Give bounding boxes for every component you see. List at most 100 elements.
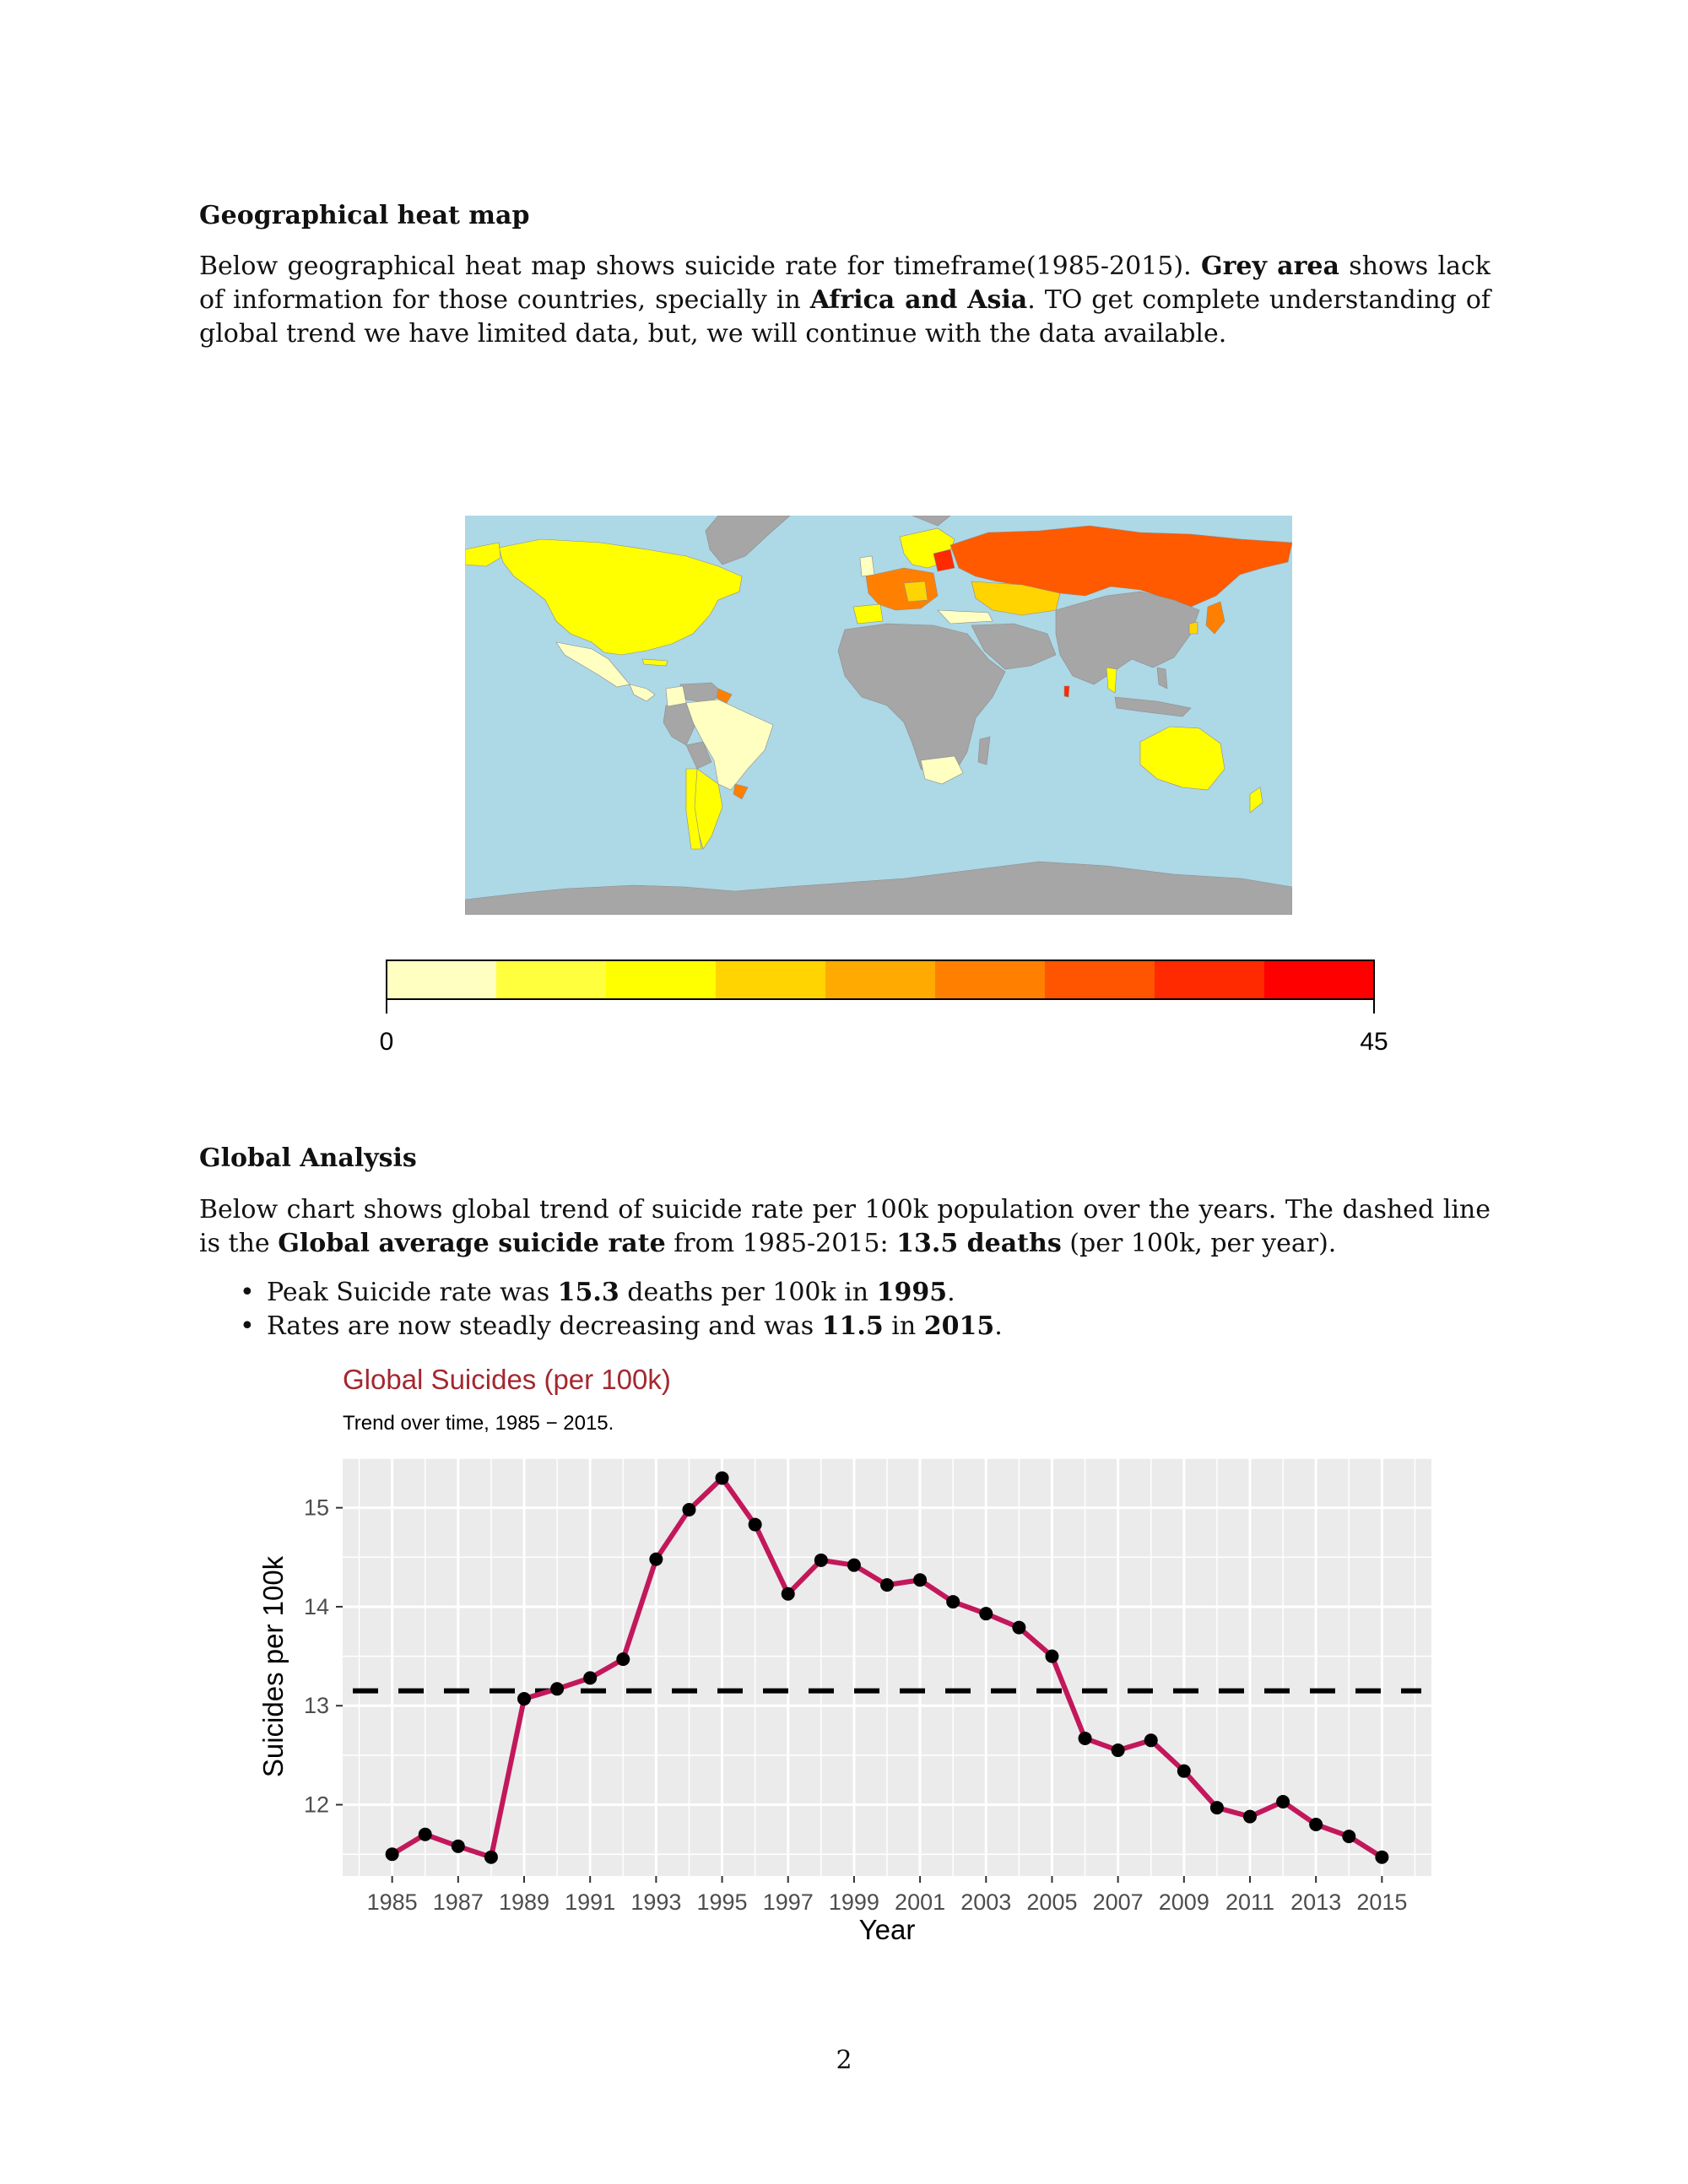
- map-color-legend: 0 45: [371, 950, 1401, 1077]
- data-point: [1276, 1795, 1290, 1809]
- x-tick-label: 1995: [697, 1889, 748, 1915]
- data-point: [451, 1839, 465, 1853]
- data-point: [979, 1607, 993, 1621]
- baltic-region: [933, 549, 955, 572]
- data-point: [814, 1553, 828, 1567]
- bold-text: 11.5: [821, 1311, 884, 1341]
- data-point: [484, 1850, 498, 1864]
- data-point: [1375, 1850, 1389, 1864]
- southern-europe-region: [852, 603, 884, 624]
- heatmap-description: Below geographical heat map shows suicid…: [199, 250, 1491, 351]
- data-point: [1045, 1649, 1059, 1663]
- chart-subtitle: Trend over time, 1985 − 2015.: [343, 1412, 614, 1435]
- legend-svg: 0 45: [380, 960, 1388, 1056]
- x-tick-label: 2007: [1093, 1889, 1144, 1915]
- page-number: 2: [836, 2046, 852, 2075]
- bold-text: Africa and Asia: [809, 285, 1028, 315]
- data-point: [1342, 1830, 1356, 1844]
- data-point: [583, 1671, 598, 1685]
- x-tick-label: 2011: [1225, 1889, 1274, 1915]
- colombia-region: [665, 685, 687, 707]
- x-tick-label: 2001: [895, 1889, 945, 1915]
- middle-east-region: [971, 623, 1057, 670]
- legend-bin: [496, 960, 607, 999]
- south-korea-region: [1188, 621, 1198, 635]
- global-description: Below chart shows global trend of suicid…: [199, 1193, 1491, 1261]
- uk-region: [859, 555, 875, 577]
- global-section-title: Global Analysis: [199, 1143, 417, 1173]
- x-axis-label: Year: [859, 1914, 916, 1945]
- uruguay-region: [733, 783, 749, 800]
- legend-bin: [1155, 960, 1265, 999]
- y-axis-label: Suicides per 100k: [257, 1555, 289, 1777]
- legend-bin: [1045, 960, 1155, 999]
- x-tick-label: 2005: [1026, 1889, 1077, 1915]
- data-point: [946, 1595, 960, 1609]
- x-tick-label: 2013: [1290, 1889, 1341, 1915]
- chile-region: [685, 768, 702, 850]
- x-tick-label: 1999: [829, 1889, 879, 1915]
- y-tick-label: 15: [304, 1495, 329, 1521]
- text-run: (per 100k, per year).: [1061, 1229, 1337, 1258]
- madagascar-region: [977, 736, 991, 765]
- data-point: [781, 1587, 795, 1601]
- x-tick-label: 1987: [433, 1889, 484, 1915]
- brazil-region: [685, 699, 774, 791]
- data-point: [913, 1573, 928, 1587]
- world-map-svg: [464, 515, 1293, 916]
- legend-bin: [825, 960, 936, 999]
- svalbard-region: [912, 515, 951, 527]
- legend-bin: [935, 960, 1046, 999]
- text-run: deaths per 100k in: [619, 1278, 877, 1307]
- new-zealand-region: [1249, 787, 1263, 814]
- y-tick-label: 13: [304, 1693, 329, 1718]
- data-point: [517, 1692, 531, 1706]
- legend-bin: [606, 960, 717, 999]
- data-point: [1209, 1801, 1224, 1815]
- text-run: Below chart shows global trend of suicid…: [199, 1195, 1491, 1258]
- data-point: [616, 1652, 630, 1667]
- x-tick-label: 2003: [960, 1889, 1011, 1915]
- guyana-region: [716, 688, 733, 704]
- sri-lanka-region: [1063, 685, 1070, 698]
- legend-bin: [387, 960, 497, 999]
- text-run: . TO get complete understanding of globa…: [199, 285, 1491, 349]
- legend-bin: [1264, 960, 1375, 999]
- philippines-region: [1156, 667, 1168, 689]
- text-run: Rates are now steadly decreasing and was: [267, 1311, 822, 1341]
- north-america-region: [498, 538, 743, 656]
- southeast-asia-islands: [1114, 696, 1192, 717]
- south-africa-region: [920, 755, 964, 785]
- text-run: Below geographical heat map shows suicid…: [199, 251, 1201, 281]
- greenland-region: [705, 515, 791, 565]
- x-tick-label: 1997: [763, 1889, 814, 1915]
- data-point: [1078, 1731, 1092, 1745]
- chart-title: Global Suicides (per 100k): [343, 1364, 671, 1395]
- x-tick-label: 2009: [1159, 1889, 1209, 1915]
- line-chart-svg: Global Suicides (per 100k) Trend over ti…: [257, 1364, 1431, 1945]
- bolivia-region: [685, 741, 712, 770]
- australia-region: [1139, 726, 1225, 791]
- y-tick-label: 12: [304, 1792, 329, 1818]
- antarctica-region: [464, 861, 1293, 916]
- data-point: [715, 1471, 729, 1485]
- legend-max-label: 45: [1360, 1028, 1388, 1056]
- caucasus-region: [937, 609, 993, 624]
- data-point: [748, 1517, 762, 1532]
- data-point: [1243, 1809, 1257, 1824]
- x-tick-label: 1993: [630, 1889, 681, 1915]
- legend-min-label: 0: [380, 1028, 394, 1056]
- x-tick-label: 1991: [565, 1889, 615, 1915]
- x-tick-label: 2015: [1356, 1889, 1407, 1915]
- global-suicides-chart: Global Suicides (per 100k) Trend over ti…: [245, 1359, 1443, 1949]
- data-point: [682, 1502, 696, 1516]
- text-run: Peak Suicide rate was: [267, 1278, 558, 1307]
- text-run: .: [947, 1278, 955, 1307]
- data-point: [1111, 1743, 1125, 1758]
- alaska-region: [464, 542, 501, 567]
- bold-text: 1995: [876, 1278, 948, 1307]
- bold-text: 2015: [923, 1311, 995, 1341]
- data-point: [649, 1552, 663, 1566]
- y-tick-label: 14: [304, 1594, 329, 1619]
- mexico-region: [555, 641, 630, 688]
